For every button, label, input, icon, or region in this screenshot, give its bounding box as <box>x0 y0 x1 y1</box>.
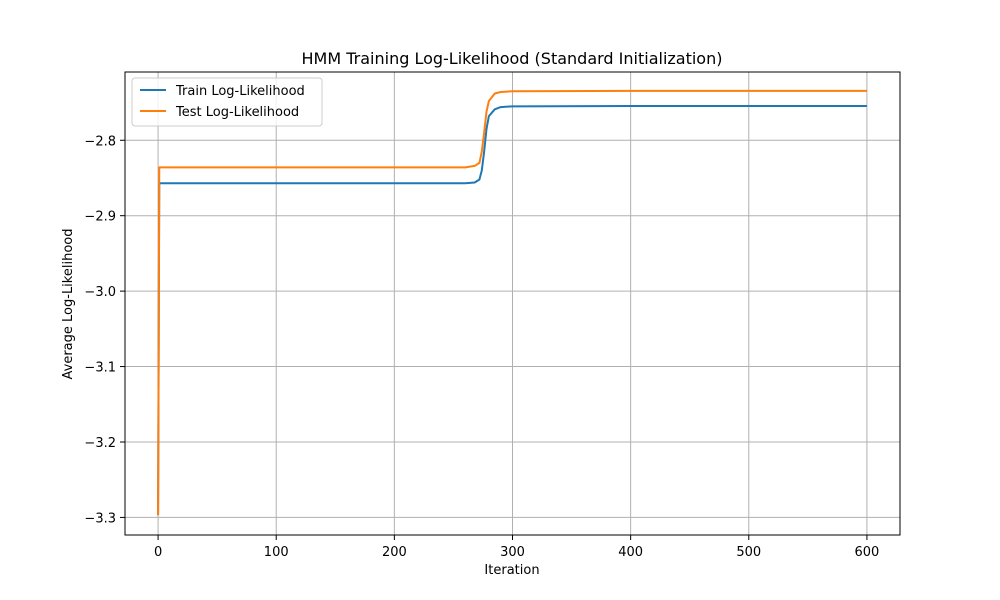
y-axis-ticks: −3.3 −3.2 −3.1 −3.0 −2.9 −2.8 <box>84 134 125 526</box>
x-tick-label: 600 <box>855 545 880 560</box>
y-tick-label: −3.3 <box>84 511 116 526</box>
series-lines <box>157 89 867 516</box>
y-tick-label: −3.0 <box>84 285 116 300</box>
y-axis-label: Average Log-Likelihood <box>61 229 76 380</box>
y-tick-label: −3.1 <box>84 361 116 376</box>
legend-box <box>131 77 323 127</box>
legend: Train Log-Likelihood Test Log-Likelihood <box>131 77 323 127</box>
test-series-line <box>157 89 867 516</box>
legend-label-test: Test Log-Likelihood <box>175 105 299 120</box>
x-tick-label: 100 <box>264 545 289 560</box>
y-tick-label: −2.9 <box>84 210 116 225</box>
x-axis-label: Iteration <box>484 563 539 578</box>
x-tick-label: 500 <box>736 545 761 560</box>
x-tick-label: 300 <box>500 545 525 560</box>
legend-label-train: Train Log-Likelihood <box>175 84 305 99</box>
grid <box>125 72 900 535</box>
chart-title: HMM Training Log-Likelihood (Standard In… <box>302 49 723 68</box>
y-tick-label: −2.8 <box>84 134 116 149</box>
train-series-line <box>157 104 867 516</box>
x-axis-ticks: 0 100 200 300 400 500 600 <box>154 535 879 560</box>
y-tick-label: −3.2 <box>84 436 116 451</box>
x-tick-label: 200 <box>382 545 407 560</box>
x-tick-label: 0 <box>154 545 162 560</box>
x-tick-label: 400 <box>618 545 643 560</box>
